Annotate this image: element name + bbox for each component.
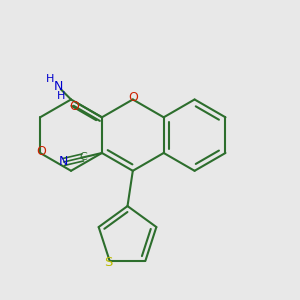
Text: N: N [54, 80, 63, 93]
Text: H: H [46, 74, 55, 84]
Text: O: O [69, 100, 79, 113]
Text: C: C [79, 152, 87, 163]
Text: N: N [59, 155, 68, 169]
Text: O: O [128, 92, 138, 104]
Text: H: H [57, 91, 65, 101]
Text: O: O [37, 145, 46, 158]
Text: S: S [104, 256, 112, 269]
